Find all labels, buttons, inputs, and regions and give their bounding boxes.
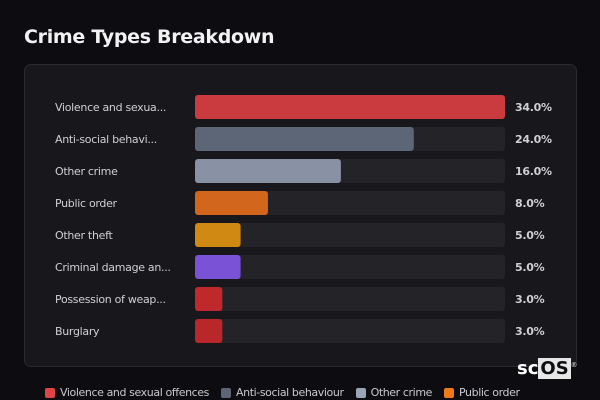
- bar: [195, 95, 505, 119]
- legend-item[interactable]: Other crime: [355, 386, 433, 399]
- value-label: 24.0%: [515, 133, 552, 146]
- legend-swatch: [355, 387, 366, 398]
- bar: [195, 191, 268, 215]
- value-label: 5.0%: [515, 261, 545, 274]
- category-label: Possession of weap...: [55, 293, 166, 306]
- category-label: Other crime: [55, 165, 118, 178]
- legend-item[interactable]: Violence and sexual offences: [45, 386, 209, 399]
- bar-track: [195, 255, 505, 279]
- bar-track: [195, 223, 505, 247]
- legend-item[interactable]: Public order: [444, 386, 520, 399]
- category-label: Public order: [55, 197, 118, 210]
- bar: [195, 287, 223, 311]
- legend: Violence and sexual offences Anti-social …: [45, 386, 520, 399]
- bar-track: [195, 319, 505, 343]
- legend-swatch: [221, 387, 232, 398]
- bar: [195, 223, 241, 247]
- legend-item[interactable]: Anti-social behaviour: [221, 386, 344, 399]
- bar: [195, 319, 223, 343]
- category-label: Other theft: [55, 229, 113, 242]
- category-label: Violence and sexua...: [55, 101, 166, 114]
- bar-track: [195, 287, 505, 311]
- value-label: 3.0%: [515, 293, 545, 306]
- bar-track: [195, 191, 505, 215]
- bar: [195, 127, 414, 151]
- logo-text-os: OS: [538, 358, 571, 379]
- legend-swatch: [444, 387, 455, 398]
- category-label: Burglary: [55, 325, 100, 338]
- legend-label: Public order: [459, 386, 520, 399]
- chart-title: Crime Types Breakdown: [24, 26, 275, 48]
- bar: [195, 159, 341, 183]
- value-label: 3.0%: [515, 325, 545, 338]
- bar: [195, 255, 241, 279]
- value-label: 16.0%: [515, 165, 552, 178]
- value-label: 34.0%: [515, 101, 552, 114]
- legend-label: Anti-social behaviour: [236, 386, 344, 399]
- legend-label: Violence and sexual offences: [60, 386, 210, 399]
- logo-mark: ®: [570, 361, 578, 369]
- legend-label: Other crime: [370, 386, 433, 399]
- value-label: 8.0%: [515, 197, 545, 210]
- scos-logo: sc OS ®: [517, 358, 578, 379]
- logo-text: sc: [517, 358, 539, 379]
- value-label: 5.0%: [515, 229, 545, 242]
- category-label: Criminal damage an...: [55, 261, 171, 274]
- category-label: Anti-social behavi...: [55, 133, 157, 146]
- legend-swatch: [45, 387, 55, 398]
